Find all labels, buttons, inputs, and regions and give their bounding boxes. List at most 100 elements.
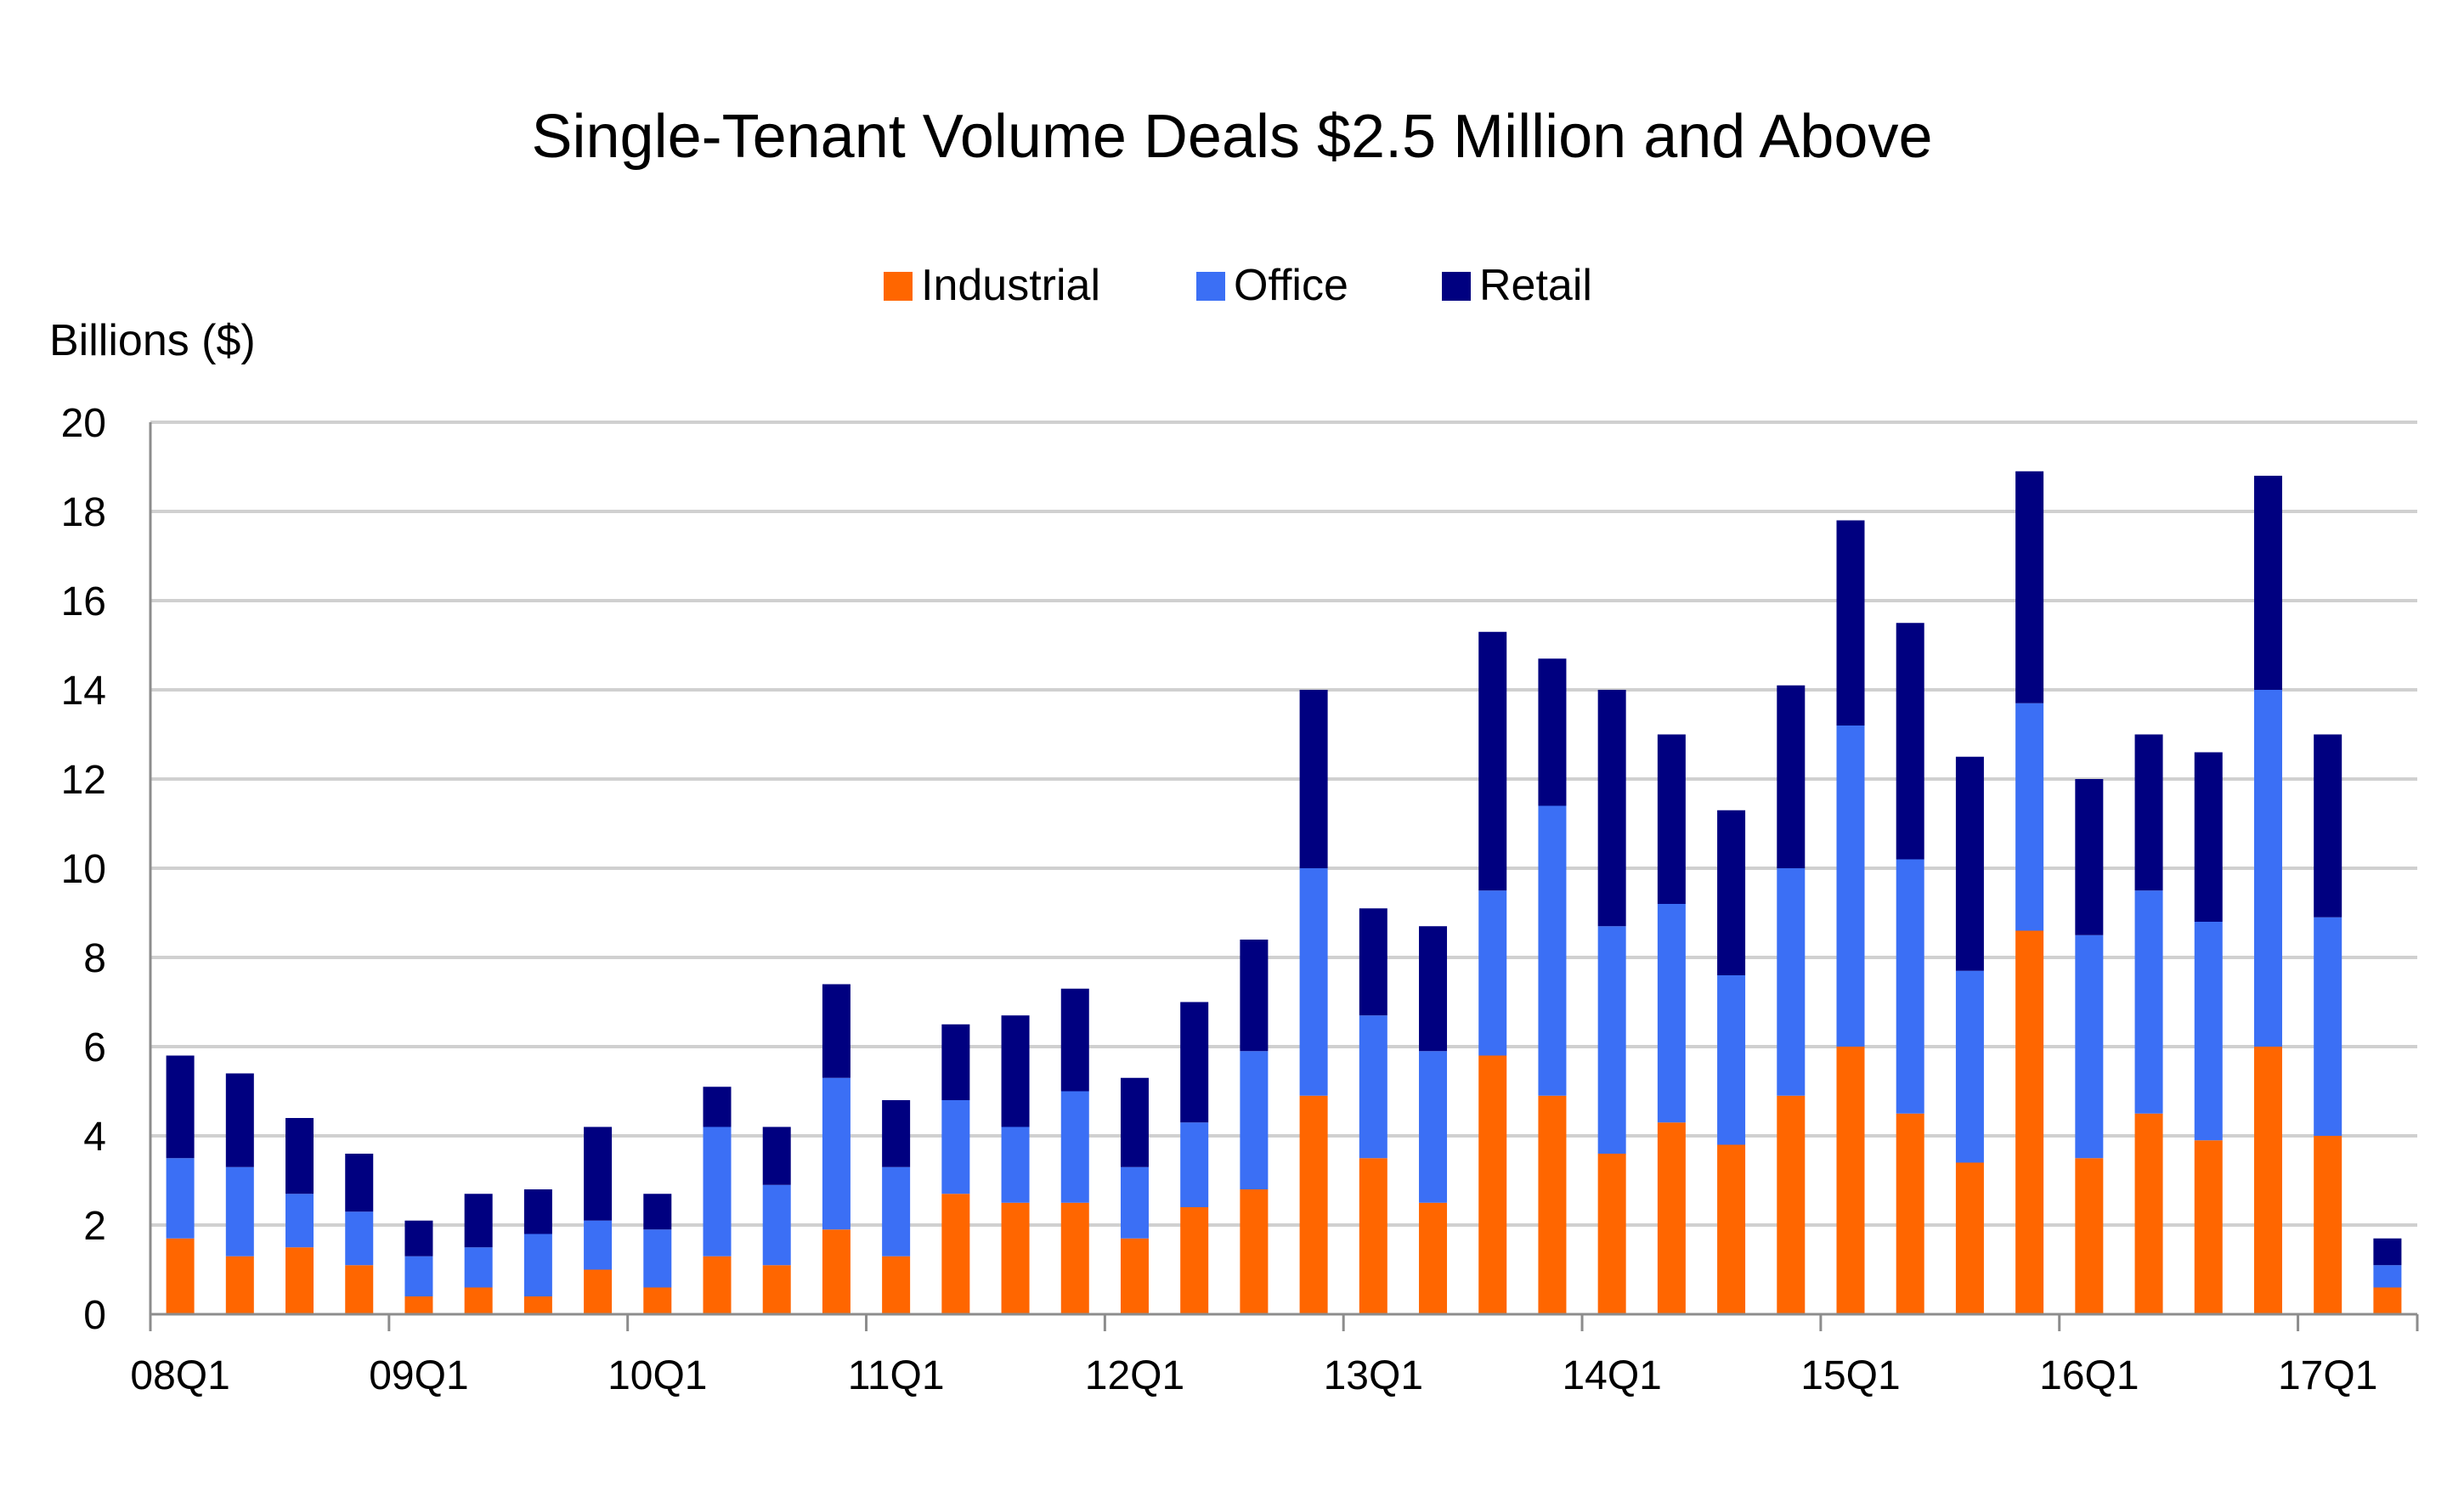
bar-segment-retail: [1896, 623, 1924, 860]
bar-segment-retail: [404, 1220, 433, 1256]
bar-segment-retail: [2075, 779, 2104, 935]
bar-segment-industrial: [822, 1229, 851, 1314]
bar-segment-retail: [2314, 734, 2342, 918]
gridlines: [149, 421, 2417, 1314]
bar-segment-retail: [2253, 476, 2282, 690]
bar-segment-industrial: [1478, 1055, 1507, 1314]
bar-segment-industrial: [523, 1296, 552, 1314]
y-tick-label: 18: [61, 490, 106, 535]
bar-segment-office: [822, 1077, 851, 1230]
legend-swatch-retail: [1442, 272, 1471, 301]
bar-segment-industrial: [1955, 1162, 1984, 1314]
bar-segment-retail: [1060, 988, 1089, 1092]
bar-segment-retail: [1597, 690, 1626, 927]
legend-label-retail: Retail: [1479, 261, 1592, 310]
legend-swatch-office: [1196, 272, 1225, 301]
bar-segment-industrial: [941, 1194, 970, 1314]
bar-segment-retail: [2194, 752, 2223, 922]
bar-segment-office: [2373, 1265, 2402, 1288]
legend-label-office: Office: [1234, 261, 1348, 310]
y-axis-label: Billions ($): [49, 316, 256, 365]
x-tick-label: 11Q1: [848, 1353, 945, 1398]
bar-segment-office: [1060, 1091, 1089, 1203]
bar-segment-office: [2134, 890, 2163, 1114]
x-tick-label: 08Q1: [130, 1353, 229, 1398]
bar-segment-office: [1299, 868, 1328, 1096]
bar-segment-retail: [584, 1126, 613, 1221]
bar-segment-office: [2314, 917, 2342, 1136]
bar-segment-retail: [2015, 471, 2044, 703]
bar-segment-office: [1955, 970, 1984, 1163]
bar-segment-office: [2253, 690, 2282, 1047]
bar-segment-office: [2194, 922, 2223, 1141]
bar-segment-retail: [166, 1055, 195, 1159]
bar-segment-office: [1657, 904, 1686, 1123]
bar-segment-industrial: [2373, 1287, 2402, 1314]
bar-segment-office: [404, 1256, 433, 1296]
bars: [166, 471, 2402, 1314]
bar-segment-office: [464, 1247, 493, 1288]
bar-segment-retail: [1538, 658, 1567, 806]
bar-segment-office: [1001, 1126, 1030, 1203]
bar-segment-industrial: [166, 1238, 195, 1314]
bar-segment-retail: [523, 1189, 552, 1234]
bar-segment-retail: [1955, 756, 1984, 971]
y-tick-label: 6: [83, 1025, 106, 1070]
bar-segment-retail: [1717, 810, 1746, 975]
x-tick-label: 17Q1: [2278, 1353, 2377, 1398]
x-tick-label: 16Q1: [2039, 1353, 2139, 1398]
y-tick-label: 0: [83, 1293, 106, 1338]
bar-segment-office: [1777, 868, 1806, 1096]
bar-segment-industrial: [2253, 1047, 2282, 1314]
bar-segment-industrial: [285, 1247, 314, 1314]
x-tick-label: 15Q1: [1800, 1353, 1900, 1398]
bar-segment-office: [584, 1220, 613, 1270]
y-tick-label: 4: [83, 1115, 106, 1160]
bar-segment-office: [1240, 1051, 1269, 1189]
bar-segment-retail: [882, 1100, 911, 1167]
bar-segment-office: [643, 1229, 672, 1288]
bar-segment-retail: [2134, 734, 2163, 891]
bar-segment-retail: [1299, 690, 1328, 868]
bar-segment-retail: [703, 1087, 732, 1127]
bar-segment-industrial: [2314, 1136, 2342, 1314]
bar-segment-retail: [345, 1154, 374, 1212]
legend: Industrial Office Retail: [884, 261, 1592, 310]
bar-segment-industrial: [643, 1287, 672, 1314]
bar-segment-office: [1478, 890, 1507, 1056]
bar-segment-retail: [225, 1073, 254, 1167]
bar-segment-retail: [285, 1118, 314, 1194]
bar-segment-retail: [1240, 940, 1269, 1052]
bar-segment-industrial: [1299, 1095, 1328, 1314]
bar-segment-industrial: [584, 1269, 613, 1314]
bar-segment-retail: [1120, 1077, 1149, 1167]
x-tick-label: 09Q1: [369, 1353, 468, 1398]
bar-segment-industrial: [1240, 1189, 1269, 1314]
bar-segment-office: [1836, 726, 1865, 1047]
bar-segment-retail: [643, 1194, 672, 1230]
bar-segment-office: [882, 1166, 911, 1256]
chart-title: Single-Tenant Volume Deals $2.5 Million …: [531, 103, 1932, 171]
bar-segment-industrial: [1180, 1207, 1209, 1314]
bar-segment-office: [1896, 859, 1924, 1114]
bar-segment-industrial: [1001, 1202, 1030, 1314]
bar-segment-industrial: [1538, 1095, 1567, 1314]
bar-segment-retail: [822, 984, 851, 1078]
bar-segment-industrial: [1359, 1158, 1387, 1314]
y-tick-label: 16: [61, 579, 106, 624]
bar-segment-office: [1717, 975, 1746, 1145]
bar-segment-industrial: [762, 1265, 791, 1314]
bar-segment-office: [703, 1126, 732, 1256]
bar-segment-office: [1538, 805, 1567, 1096]
bar-segment-industrial: [1597, 1154, 1626, 1314]
bar-segment-industrial: [1836, 1047, 1865, 1314]
bar-segment-office: [166, 1158, 195, 1239]
bar-segment-office: [1597, 926, 1626, 1154]
bar-segment-office: [2015, 703, 2044, 931]
bar-segment-retail: [1657, 734, 1686, 904]
bar-segment-retail: [2373, 1238, 2402, 1266]
bar-segment-retail: [464, 1194, 493, 1248]
bar-segment-industrial: [882, 1256, 911, 1314]
bar-segment-retail: [1478, 631, 1507, 891]
